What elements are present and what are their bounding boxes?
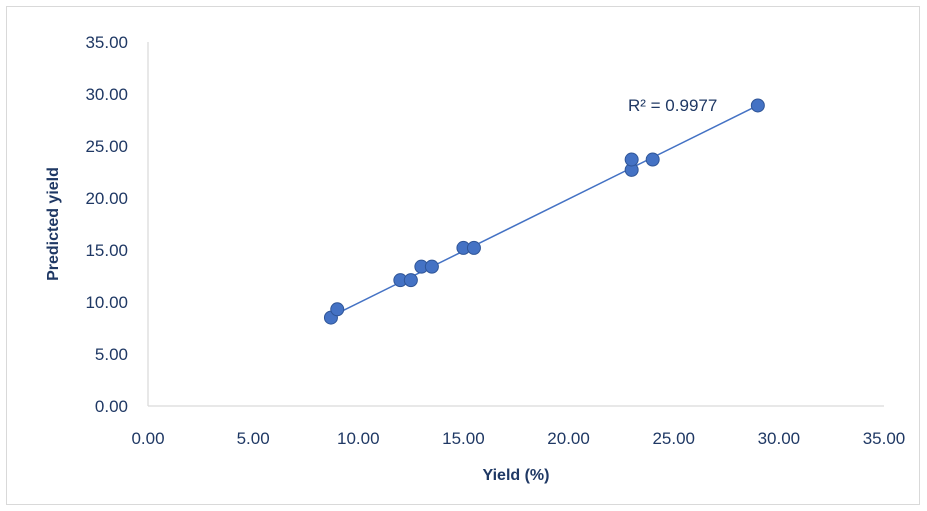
x-tick-label: 5.00 [237, 429, 270, 448]
x-tick-label: 10.00 [337, 429, 380, 448]
x-tick-label: 0.00 [131, 429, 164, 448]
data-point [624, 152, 639, 167]
axes [147, 42, 884, 407]
data-point [645, 152, 660, 167]
x-tick-label: 15.00 [442, 429, 485, 448]
y-axis-title: Predicted yield [45, 167, 62, 281]
x-tick-label: 20.00 [547, 429, 590, 448]
x-tick-labels: 0.00 5.00 10.00 15.00 20.00 25.00 30.00 35.00 [131, 429, 905, 448]
data-point [466, 240, 481, 255]
y-tick-label: 20.00 [85, 189, 128, 208]
r-squared-annotation: R² = 0.9977 [628, 96, 717, 115]
x-tick-label: 25.00 [652, 429, 695, 448]
data-points [323, 98, 765, 325]
data-point [330, 302, 345, 317]
y-tick-label: 10.00 [85, 293, 128, 312]
x-tick-label: 35.00 [863, 429, 906, 448]
data-point [403, 273, 418, 288]
data-point [750, 98, 765, 113]
trendline [330, 104, 759, 318]
y-tick-label: 35.00 [85, 33, 128, 52]
x-tick-label: 30.00 [758, 429, 801, 448]
x-axis-title: Yield (%) [483, 467, 550, 484]
data-point [424, 259, 439, 274]
y-tick-label: 30.00 [85, 85, 128, 104]
y-tick-labels: 0.00 5.00 10.00 15.00 20.00 25.00 30.00 35.00 [85, 33, 128, 416]
y-tick-label: 15.00 [85, 241, 128, 260]
y-tick-label: 25.00 [85, 137, 128, 156]
y-tick-label: 0.00 [95, 397, 128, 416]
chart-area [6, 6, 920, 505]
y-tick-label: 5.00 [95, 345, 128, 364]
